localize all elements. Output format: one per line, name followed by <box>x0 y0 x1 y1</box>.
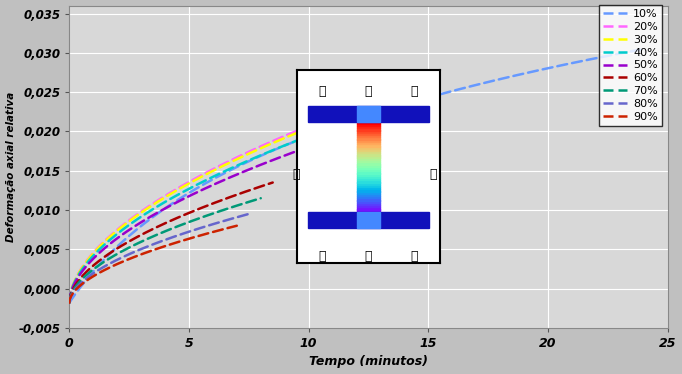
80% <box>172 234 180 238</box>
20% <box>357 103 366 108</box>
10% <box>65 300 74 305</box>
Line: 90%: 90% <box>70 226 237 303</box>
40% <box>293 138 301 143</box>
40% <box>66 293 74 298</box>
20% <box>65 300 74 305</box>
70% <box>179 222 188 226</box>
20% <box>271 138 279 142</box>
40% <box>215 172 223 176</box>
60% <box>66 295 74 300</box>
30% <box>228 159 236 164</box>
30% <box>340 112 349 116</box>
40% <box>219 170 227 174</box>
90% <box>207 230 215 235</box>
10% <box>417 97 425 102</box>
80% <box>216 220 224 224</box>
Line: 60%: 60% <box>70 183 273 303</box>
50% <box>200 187 208 191</box>
70% <box>65 296 74 300</box>
80% <box>65 300 74 305</box>
10% <box>640 47 648 51</box>
20% <box>380 95 388 99</box>
80% <box>175 233 183 237</box>
60% <box>186 211 194 215</box>
Line: 10%: 10% <box>70 49 644 303</box>
20% <box>278 135 286 140</box>
Legend: 10%, 20%, 30%, 40%, 50%, 60%, 70%, 80%, 90%: 10%, 20%, 30%, 40%, 50%, 60%, 70%, 80%, … <box>599 5 662 126</box>
60% <box>186 210 194 215</box>
20% <box>66 291 74 295</box>
70% <box>179 222 187 227</box>
20% <box>412 84 420 88</box>
10% <box>405 101 413 105</box>
30% <box>229 159 237 163</box>
Line: 50%: 50% <box>70 151 297 303</box>
50% <box>201 187 209 191</box>
90% <box>217 227 225 232</box>
Y-axis label: Deformação axial relativa: Deformação axial relativa <box>5 92 16 242</box>
30% <box>314 122 323 126</box>
30% <box>234 157 242 161</box>
20% <box>272 138 280 142</box>
70% <box>182 221 190 225</box>
90% <box>168 242 176 246</box>
50% <box>271 157 280 161</box>
80% <box>65 297 74 301</box>
Line: 80%: 80% <box>70 214 249 303</box>
90% <box>65 297 74 301</box>
90% <box>165 243 173 247</box>
50% <box>205 185 213 189</box>
70% <box>239 202 247 206</box>
50% <box>65 300 74 305</box>
60% <box>190 209 198 213</box>
40% <box>65 300 74 305</box>
10% <box>586 57 594 62</box>
90% <box>233 224 241 228</box>
30% <box>65 300 74 305</box>
70% <box>256 196 265 200</box>
10% <box>67 298 75 302</box>
Line: 70%: 70% <box>70 198 261 303</box>
Line: 20%: 20% <box>70 86 416 303</box>
10% <box>407 100 415 105</box>
40% <box>316 129 325 134</box>
60% <box>250 187 258 191</box>
60% <box>65 300 74 305</box>
30% <box>297 129 306 134</box>
80% <box>228 217 236 221</box>
80% <box>171 234 179 239</box>
10% <box>550 65 558 69</box>
Line: 40%: 40% <box>70 131 321 303</box>
90% <box>65 300 74 305</box>
30% <box>66 292 74 297</box>
90% <box>164 243 173 247</box>
Line: 30%: 30% <box>70 114 344 303</box>
60% <box>237 191 245 196</box>
40% <box>277 145 285 149</box>
80% <box>245 212 253 216</box>
50% <box>66 294 74 298</box>
50% <box>293 149 301 153</box>
70% <box>65 300 74 305</box>
60% <box>269 180 277 185</box>
40% <box>214 172 222 177</box>
70% <box>226 205 235 210</box>
50% <box>257 162 265 167</box>
X-axis label: Tempo (minutos): Tempo (minutos) <box>309 355 428 368</box>
